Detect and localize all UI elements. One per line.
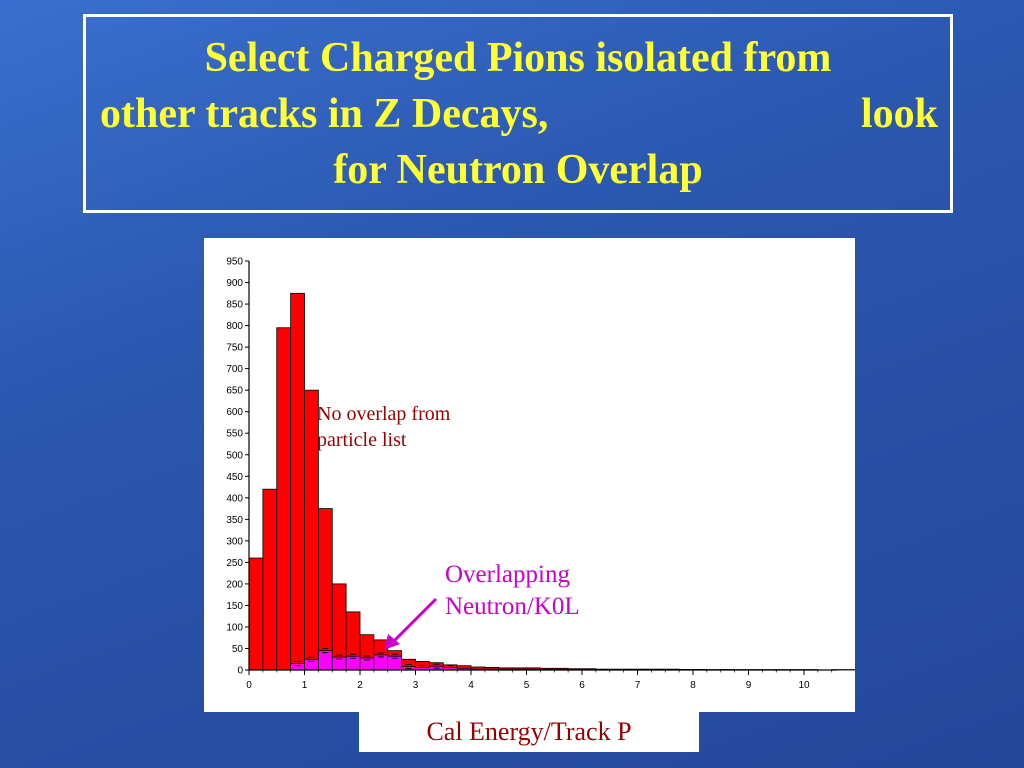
x-axis-label-box: Cal Energy/Track P bbox=[359, 712, 699, 752]
axes: 0501001502002503003504004505005506006507… bbox=[226, 257, 838, 691]
bar-no-overlap bbox=[276, 327, 292, 671]
bar-overlap bbox=[290, 663, 305, 671]
y-tick-label: 150 bbox=[226, 601, 243, 612]
annotation-overlap-line-2: Neutron/K0L bbox=[445, 593, 580, 620]
x-tick-label: 8 bbox=[690, 680, 696, 691]
y-tick-label: 900 bbox=[226, 278, 243, 289]
y-tick-label: 100 bbox=[226, 622, 243, 633]
y-tick-label: 50 bbox=[232, 644, 244, 655]
y-tick-label: 250 bbox=[226, 558, 243, 569]
y-tick-label: 200 bbox=[226, 579, 243, 590]
annotation-overlap-line-1: Overlapping bbox=[445, 561, 570, 588]
x-tick-label: 5 bbox=[524, 680, 530, 691]
title-line-3: for Neutron Overlap bbox=[333, 146, 703, 193]
y-tick-label: 500 bbox=[226, 450, 243, 461]
histogram-chart: 0501001502002503003504004505005506006507… bbox=[226, 257, 855, 691]
bar-no-overlap bbox=[317, 508, 333, 671]
x-tick-label: 1 bbox=[302, 680, 308, 691]
x-tick-label: 10 bbox=[798, 680, 810, 691]
annotation-no-overlap-line-2: particle list bbox=[317, 429, 407, 451]
title-line-2-left: other tracks in Z Decays, bbox=[100, 90, 549, 137]
annotation-overlap: Overlapping Neutron/K0L bbox=[445, 559, 580, 623]
x-tick-label: 9 bbox=[746, 680, 752, 691]
y-tick-label: 400 bbox=[226, 493, 243, 504]
histogram-panel: 0 50 100 150 200 250 300 350 400 450 500 550 600 650 7… bbox=[204, 238, 855, 712]
title-line-2-right: look bbox=[860, 90, 938, 137]
x-tick-label: 6 bbox=[579, 680, 585, 691]
x-tick-label: 4 bbox=[468, 680, 474, 691]
y-tick-label: 0 bbox=[237, 666, 243, 677]
bar-overlap bbox=[317, 650, 333, 671]
arrow-shaft bbox=[390, 597, 438, 645]
y-tick-label: 950 bbox=[226, 257, 243, 268]
x-axis-label: Cal Energy/Track P bbox=[426, 717, 632, 746]
y-tick-label: 300 bbox=[226, 536, 243, 547]
series-no-overlap-bars bbox=[248, 292, 855, 671]
y-tick-label: 550 bbox=[226, 429, 243, 440]
x-tick-label: 7 bbox=[635, 680, 641, 691]
title-line-2: other tracks in Z Decays, look bbox=[86, 86, 950, 142]
y-tick-label: 800 bbox=[226, 321, 243, 332]
y-tick-label: 350 bbox=[226, 515, 243, 526]
y-tick-label: 650 bbox=[226, 386, 243, 397]
annotation-arrow bbox=[384, 597, 438, 650]
y-tick-label: 600 bbox=[226, 407, 243, 418]
annotation-no-overlap-line-1: No overlap from bbox=[317, 403, 451, 425]
y-tick-label: 450 bbox=[226, 472, 243, 483]
y-tick-label: 750 bbox=[226, 343, 243, 354]
arrow-head bbox=[384, 634, 400, 650]
bar-no-overlap bbox=[262, 488, 278, 671]
bar-no-overlap bbox=[248, 557, 264, 671]
x-tick-label: 3 bbox=[413, 680, 419, 691]
y-tick-label: 850 bbox=[226, 300, 243, 311]
y-tick-label: 700 bbox=[226, 364, 243, 375]
x-tick-label: 2 bbox=[357, 680, 363, 691]
annotation-no-overlap: No overlap from particle list bbox=[317, 401, 450, 453]
title-line-1: Select Charged Pions isolated from bbox=[204, 34, 832, 81]
x-tick-label: 0 bbox=[246, 680, 252, 691]
bar-no-overlap bbox=[290, 292, 305, 671]
title-box: Select Charged Pions isolated from other… bbox=[83, 14, 953, 213]
